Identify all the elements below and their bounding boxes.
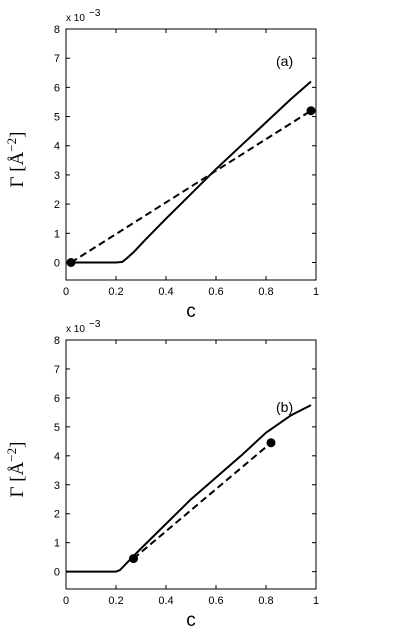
x-tick-label: 0.2: [108, 286, 123, 298]
x-tick-label: 0.6: [208, 286, 223, 298]
y-tick-label: 5: [54, 112, 60, 124]
y-tick-label: 1: [54, 538, 60, 550]
x-tick-label: 0.8: [258, 595, 273, 607]
panel-annotation: (b): [276, 399, 293, 415]
x-tick-label: 0.4: [158, 286, 173, 298]
y-tick-label: 0: [54, 257, 60, 269]
y-tick-label: 0: [54, 567, 60, 579]
solid-series-line: [66, 404, 312, 573]
y-tick-label: 8: [54, 335, 60, 347]
data-point-marker: [66, 257, 76, 267]
x-axis-label: c: [186, 301, 196, 322]
y-tick-label: 3: [54, 480, 60, 492]
y-multiplier-exponent: −3: [89, 8, 101, 19]
y-tick-label: 1: [54, 228, 60, 240]
y-axis-label: Γ [Å−2]: [4, 442, 28, 498]
y-axis-label: Γ [Å−2]: [4, 132, 28, 188]
data-point-marker: [266, 438, 276, 448]
x-tick-label: 0.4: [158, 595, 173, 607]
data-point-marker: [129, 554, 138, 564]
x-tick-label: 0.2: [108, 595, 123, 607]
y-multiplier-label: x 10: [66, 13, 85, 24]
x-tick-label: 1: [313, 595, 319, 607]
x-tick-label: 0.8: [258, 286, 273, 298]
y-tick-label: 8: [54, 24, 60, 36]
dashed-series-line: [70, 109, 312, 264]
panel-b: 0 0.2 0.4 0.6 0.8 1 0 1 2 3 4 5 6 7 8 x 10 −3 c Γ [Å−2] (b): [4, 319, 319, 631]
y-tick-label: 4: [54, 451, 60, 463]
solid-series-line: [71, 80, 312, 264]
plot-frame: [65, 339, 317, 590]
y-multiplier-label: x 10: [66, 324, 85, 335]
plot-frame: [65, 28, 317, 281]
y-multiplier-exponent: −3: [89, 319, 101, 330]
panel-a: 0 0.2 0.4 0.6 0.8 1 0 1 2 3 4 5 6 7 8 x 10 −3 c Γ [Å−2] (a): [4, 8, 319, 322]
x-tick-label: 1: [313, 286, 319, 298]
x-tick-label: 0: [63, 595, 69, 607]
y-tick-label: 4: [54, 141, 60, 153]
y-tick-label: 7: [54, 364, 60, 376]
y-tick-label: 3: [54, 170, 60, 182]
x-tick-label: 0.6: [208, 595, 223, 607]
y-tick-label: 6: [54, 393, 60, 405]
panel-annotation: (a): [276, 53, 293, 69]
y-tick-label: 7: [54, 53, 60, 65]
dashed-series-line: [132, 442, 272, 560]
data-point-marker: [306, 106, 316, 116]
y-tick-label: 6: [54, 82, 60, 94]
y-tick-label: 2: [54, 199, 60, 211]
x-axis-label: c: [186, 610, 196, 631]
y-tick-label: 2: [54, 509, 60, 521]
y-tick-label: 5: [54, 422, 60, 434]
x-tick-label: 0: [63, 286, 69, 298]
